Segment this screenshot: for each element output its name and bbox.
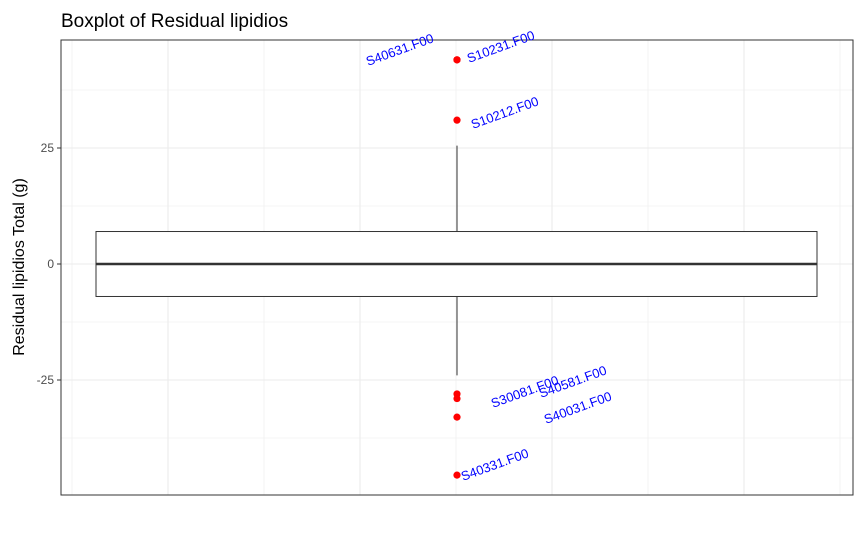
outlier-point xyxy=(453,413,461,421)
outlier-point xyxy=(453,116,461,124)
plot-area: -25025S10231.F00S40631.F00S10212.F00S300… xyxy=(37,27,854,496)
y-tick-label: -25 xyxy=(37,373,55,387)
outlier-point xyxy=(453,56,461,64)
outlier-label: S40331.F00 xyxy=(459,445,531,483)
outlier-point xyxy=(453,394,461,403)
y-tick-label: 25 xyxy=(41,141,55,155)
chart-title: Boxplot of Residual lipidios xyxy=(61,11,288,32)
y-axis-label: Residual lipidios Total (g) xyxy=(11,178,28,356)
outlier-point xyxy=(453,471,461,479)
outlier-label: S40631.F00 xyxy=(364,30,436,68)
y-tick-label: 0 xyxy=(47,257,54,271)
outlier-label: S10212.F00 xyxy=(469,93,541,131)
outlier-label: S10231.F00 xyxy=(465,27,537,65)
panel-border xyxy=(60,39,854,496)
